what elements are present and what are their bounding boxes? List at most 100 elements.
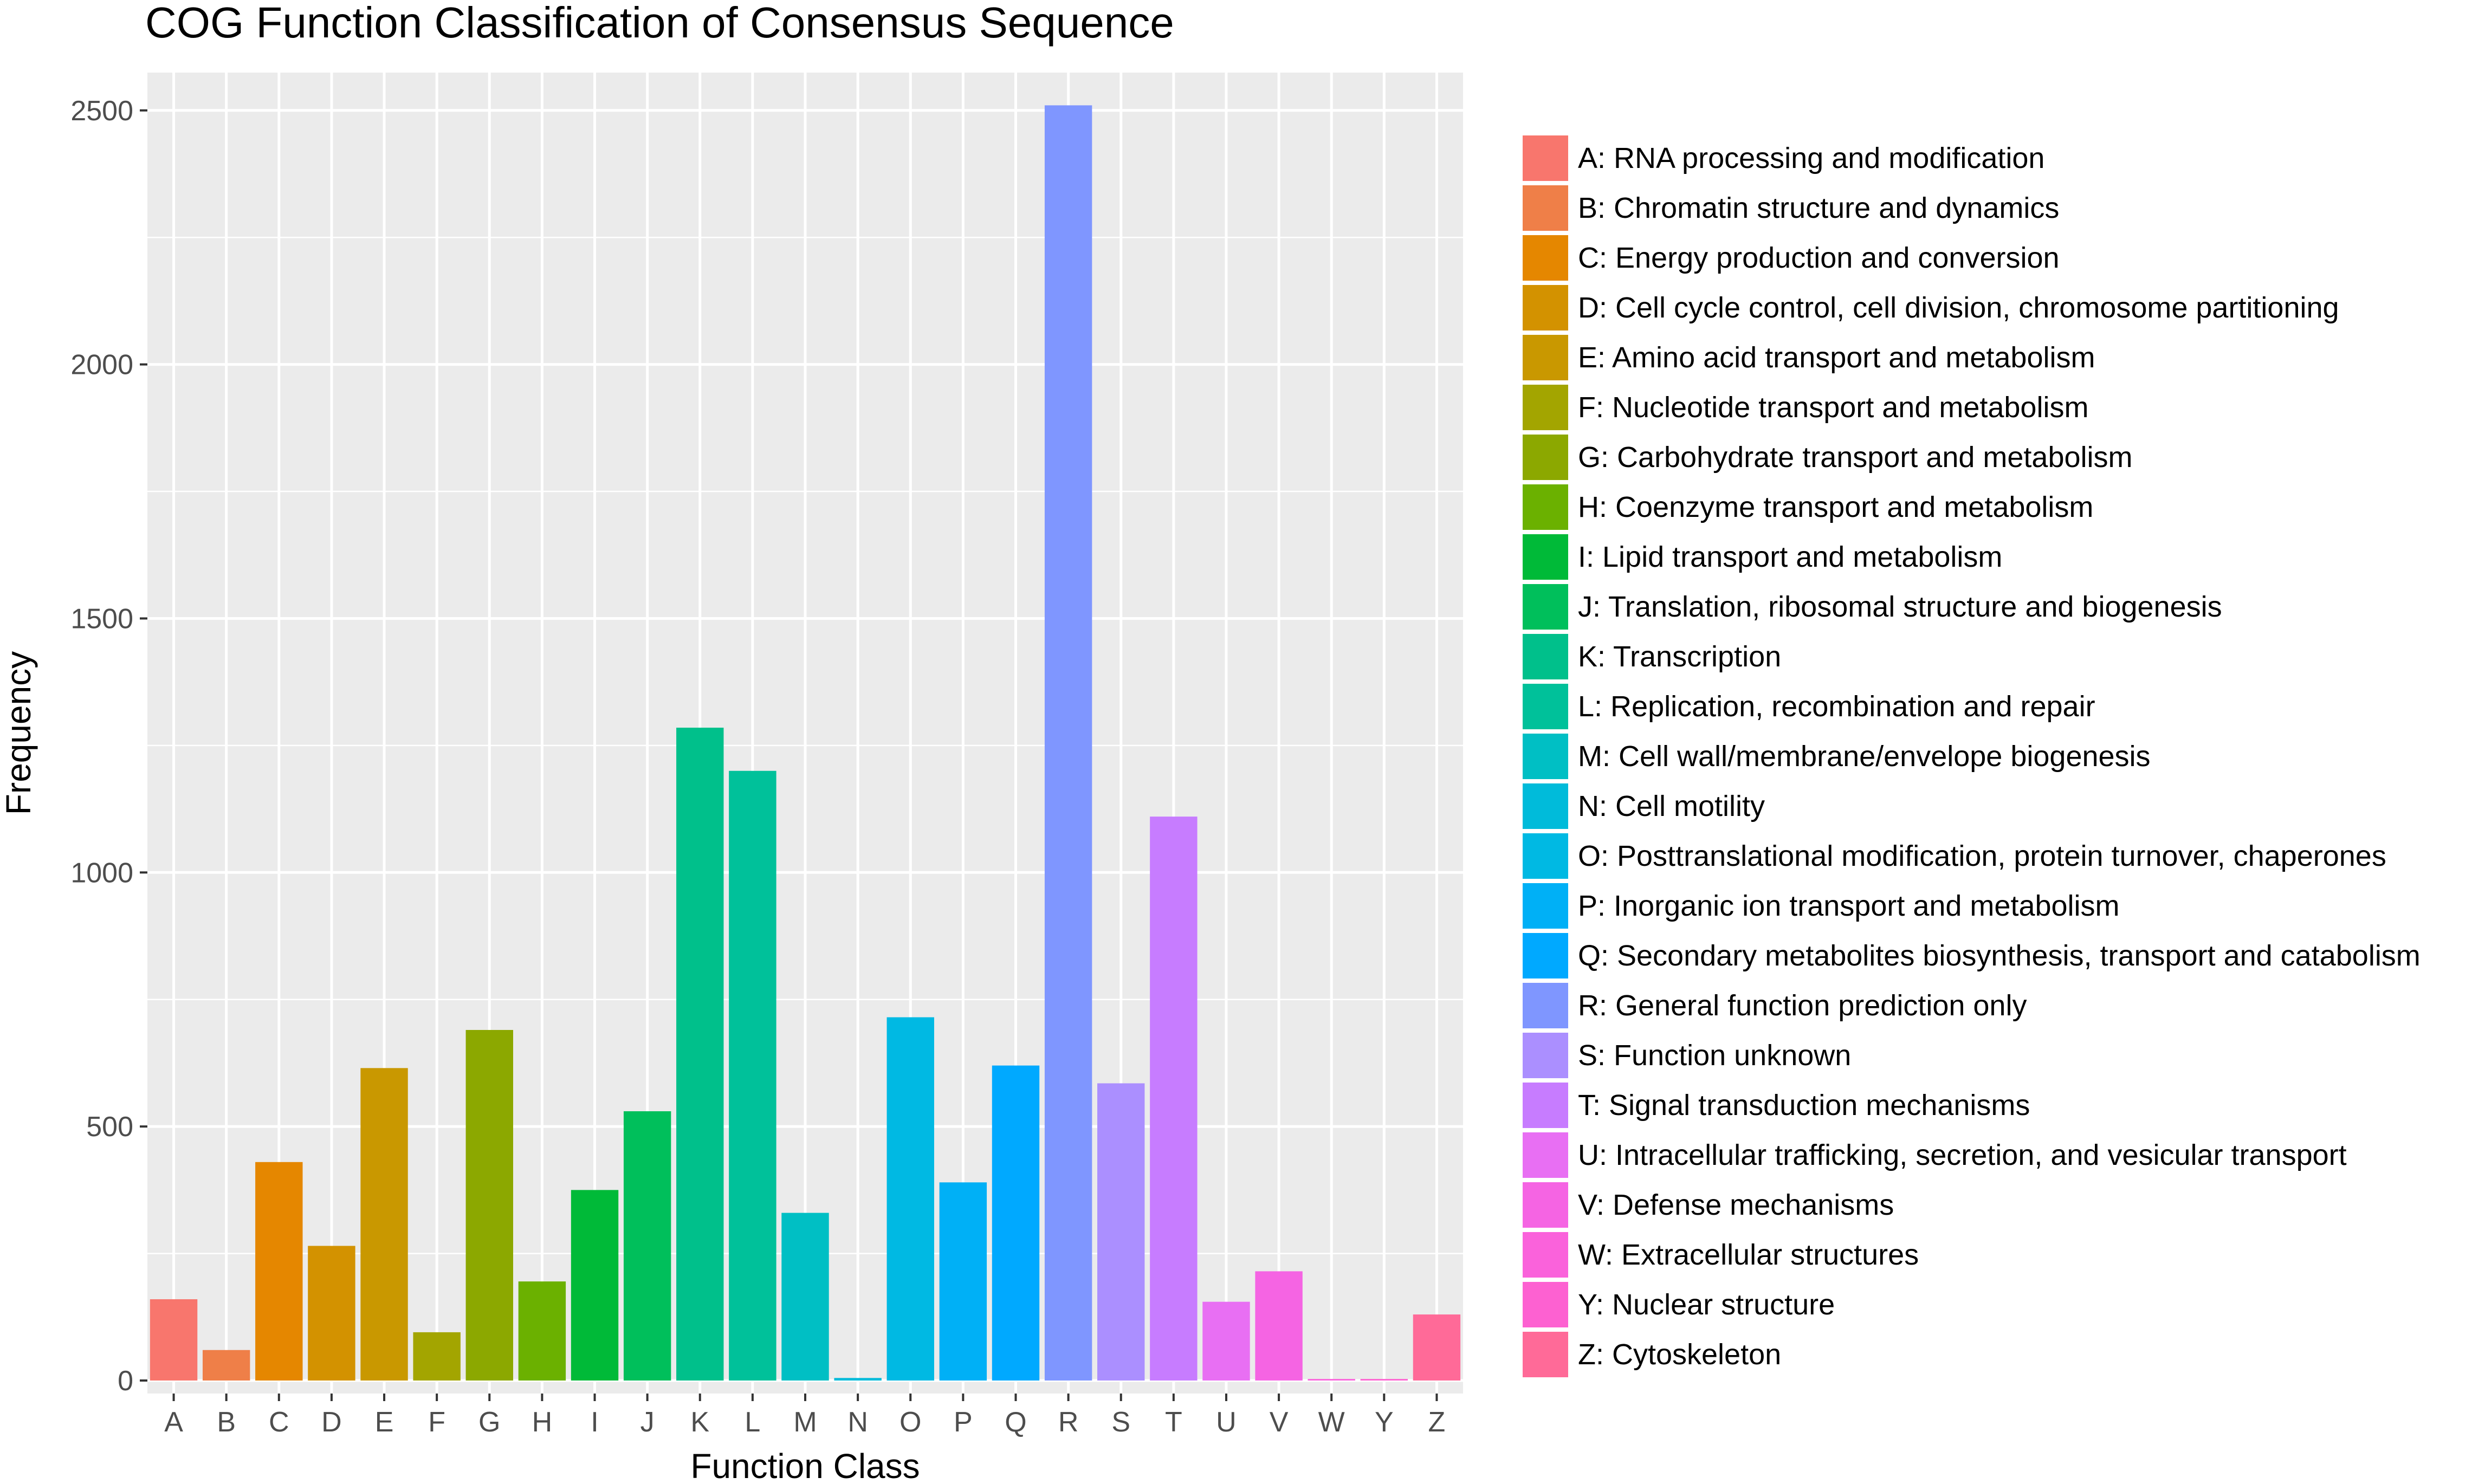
x-tick-label: L [745,1407,760,1438]
x-tick-label: P [954,1407,973,1438]
y-tick-label: 2500 [70,95,133,127]
y-axis-title: Frequency [0,651,38,815]
legend-key [1523,385,1568,430]
legend-key [1523,1282,1568,1327]
bar-B [202,1350,250,1381]
legend-key [1523,335,1568,380]
legend-item: H: Coenzyme transport and metabolism [1523,482,2421,532]
legend-item: Y: Nuclear structure [1523,1280,2421,1330]
x-tick-label: U [1216,1407,1237,1438]
legend-label: E: Amino acid transport and metabolism [1578,341,2095,374]
x-tick-label: C [269,1407,289,1438]
x-tick-label: D [321,1407,342,1438]
legend-key [1523,135,1568,181]
x-tick-label: Q [1005,1407,1026,1438]
legend-label: Z: Cytoskeleton [1578,1338,1782,1371]
x-tick-label: E [375,1407,394,1438]
legend-item: K: Transcription [1523,632,2421,682]
legend-item: F: Nucleotide transport and metabolism [1523,383,2421,432]
legend-key [1523,484,1568,530]
legend-key [1523,783,1568,829]
legend-item: L: Replication, recombination and repair [1523,682,2421,731]
bar-U [1202,1301,1250,1381]
legend-label: F: Nucleotide transport and metabolism [1578,391,2089,424]
bar-F [413,1332,461,1381]
legend-key [1523,1083,1568,1128]
legend-item: D: Cell cycle control, cell division, ch… [1523,283,2421,333]
legend-label: V: Defense mechanisms [1578,1189,1894,1221]
legend-item: P: Inorganic ion transport and metabolis… [1523,881,2421,931]
x-tick-label: G [478,1407,500,1438]
bar-M [781,1213,829,1381]
legend-key [1523,1182,1568,1228]
legend-key [1523,634,1568,679]
bar-D [308,1246,355,1381]
y-tick-label: 1500 [70,603,133,634]
x-tick-label: H [532,1407,553,1438]
legend-item: G: Carbohydrate transport and metabolism [1523,432,2421,482]
y-tick-label: 2000 [70,349,133,381]
legend-key [1523,584,1568,630]
legend-label: P: Inorganic ion transport and metabolis… [1578,890,2120,922]
legend-key [1523,435,1568,480]
legend-item: M: Cell wall/membrane/envelope biogenesi… [1523,731,2421,781]
legend-key [1523,1232,1568,1278]
legend-label: M: Cell wall/membrane/envelope biogenesi… [1578,740,2151,773]
bar-P [939,1182,987,1381]
y-axis: 0 500 1000 1500 2000 2500 [70,95,147,1397]
legend-label: A: RNA processing and modification [1578,142,2045,174]
legend-label: B: Chromatin structure and dynamics [1578,192,2060,224]
legend-item: W: Extracellular structures [1523,1230,2421,1280]
x-tick-label: O [900,1407,921,1438]
x-tick-label: R [1058,1407,1079,1438]
bar-R [1044,105,1092,1381]
bar-J [623,1111,671,1381]
x-tick-label: S [1111,1407,1130,1438]
legend-item: I: Lipid transport and metabolism [1523,532,2421,582]
y-tick-label: 0 [118,1365,133,1397]
x-tick-label: J [640,1407,655,1438]
bar-L [729,770,776,1381]
legend-item: E: Amino acid transport and metabolism [1523,333,2421,383]
legend-item: B: Chromatin structure and dynamics [1523,183,2421,233]
legend-item: V: Defense mechanisms [1523,1180,2421,1230]
x-tick-label: T [1165,1407,1182,1438]
bar-A [150,1299,198,1381]
legend-key [1523,833,1568,879]
legend-label: C: Energy production and conversion [1578,242,2060,274]
bar-K [676,728,724,1381]
bar-I [571,1190,619,1381]
x-tick-label: I [591,1407,598,1438]
x-tick-label: V [1270,1407,1289,1438]
x-tick-label: N [847,1407,868,1438]
legend-key [1523,883,1568,929]
y-tick-label: 1000 [70,857,133,889]
legend-label: H: Coenzyme transport and metabolism [1578,491,2094,523]
bar-Y [1360,1379,1408,1381]
legend-label: G: Carbohydrate transport and metabolism [1578,441,2133,474]
legend-key [1523,185,1568,231]
legend-key [1523,1132,1568,1178]
bars [150,105,1461,1381]
bar-Z [1413,1314,1461,1381]
x-tick-label: F [428,1407,445,1438]
x-tick-label: K [690,1407,709,1438]
legend-key [1523,285,1568,331]
legend-item: J: Translation, ribosomal structure and … [1523,582,2421,632]
legend-label: T: Signal transduction mechanisms [1578,1089,2030,1122]
legend-key [1523,235,1568,281]
legend-label: J: Translation, ribosomal structure and … [1578,591,2222,623]
x-tick-label: Y [1375,1407,1394,1438]
legend-item: A: RNA processing and modification [1523,133,2421,183]
bar-T [1150,816,1198,1381]
bar-C [255,1162,303,1381]
bar-N [834,1378,882,1381]
legend-label: O: Posttranslational modification, prote… [1578,840,2386,872]
legend-key [1523,1033,1568,1078]
bar-W [1308,1379,1355,1381]
legend-item: U: Intracellular trafficking, secretion,… [1523,1130,2421,1180]
legend-key [1523,734,1568,779]
legend-label: Y: Nuclear structure [1578,1288,1835,1321]
